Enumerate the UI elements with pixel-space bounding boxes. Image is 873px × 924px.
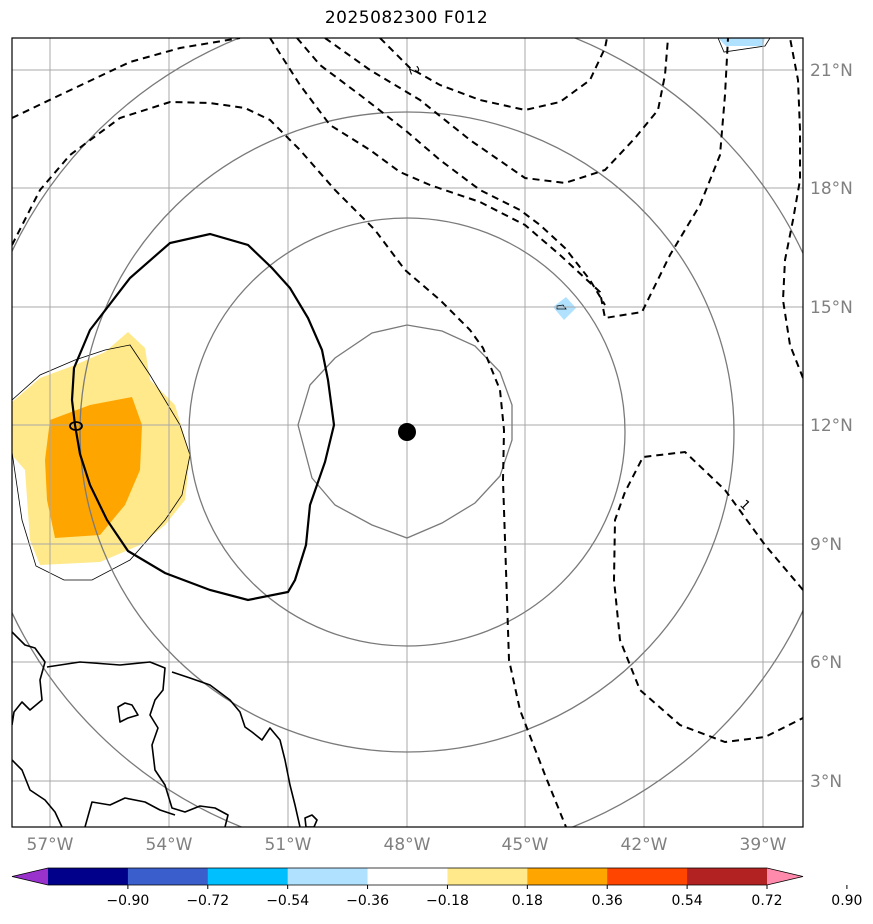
shade-orange [45,397,142,538]
colorbar-outline [11,867,804,886]
colorbar-segment [287,868,369,885]
thin-contour-small [556,304,567,310]
coastline [12,631,318,827]
colorbar-segment [48,868,129,885]
colorbar-tick-label: −0.72 [186,893,229,909]
colorbar-segment [447,868,528,885]
lon-label-48w: 48°W [384,835,431,855]
lon-label-54w: 54°W [146,835,193,855]
thin-contour-ne [717,38,771,53]
colorbar-tick-label: −0.18 [426,893,469,909]
dashed-contour-5 [269,38,729,320]
lon-label-39w: 39°W [740,835,787,855]
colorbar-tick-label: 0.18 [512,893,543,909]
lat-label-12n: 12°N [810,416,853,436]
range-rings [12,38,803,827]
range-ring-3 [79,111,735,753]
dashed-contours [12,38,803,827]
colorbar-tick-label: 0.54 [672,893,703,909]
colorbar-segment [207,868,289,885]
colorbar-tick-label: 0.36 [592,893,623,909]
contour-small-loop [69,421,83,431]
dashed-contour-2 [12,100,567,827]
range-ring-1 [297,324,513,539]
shade-light-blue-2 [553,297,576,320]
lon-label-42w: 42°W [621,835,668,855]
colorbar-tick-label: 0.72 [751,893,782,909]
shade-light-blue-1 [718,38,765,46]
lat-label-15n: 15°N [810,298,853,318]
dashed-contour-4 [379,38,608,112]
solid-contour [70,232,336,602]
lat-labels: 21°N 18°N 15°N 12°N 9°N 6°N 3°N [810,61,853,792]
lon-label-57w: 57°W [27,835,74,855]
range-ring-2 [188,217,626,647]
dashed-contour-3 [296,38,606,306]
colorbar-segment [527,868,608,885]
coastline-islet [304,814,318,827]
lon-label-45w: 45°W [502,835,549,855]
lat-label-9n: 9°N [810,535,842,555]
coastline-island [117,702,139,723]
colorbar-segment [607,868,688,885]
storm-center-marker [398,423,416,441]
lat-label-21n: 21°N [810,61,853,81]
colorbar-segment [127,868,209,885]
lon-label-51w: 51°W [265,835,312,855]
colorbar-tick-label: 0.90 [831,893,862,909]
dashed-contour-7 [781,38,803,379]
colorbar-tick-label: −0.54 [266,893,309,909]
colorbar-extend-high [767,868,803,885]
colorbar-tick-label: −0.36 [346,893,389,909]
lat-label-6n: 6°N [810,653,842,673]
colorbar-tick-label: −0.90 [106,893,149,909]
map-plot-area: 2 1 [12,38,803,827]
colorbar-extend-low [12,868,48,885]
colorbar-segment [687,868,768,885]
colorbar: −0.90 −0.72 −0.54 −0.36 −0.18 0.18 0.36 0.54 0.7… [11,867,862,909]
colorbar-segment [367,868,448,885]
dashed-contour-6 [324,38,669,185]
map-frame [11,37,804,828]
contour-label-1: 1 [736,497,752,513]
lat-label-18n: 18°N [810,179,853,199]
lon-labels: 57°W 54°W 51°W 48°W 45°W 42°W 39°W [27,835,787,855]
coastline-south-america [12,631,301,827]
lat-lon-grid [12,38,803,827]
dashed-contour-8 [612,450,803,744]
lat-label-3n: 3°N [810,772,842,792]
map-title: 2025082300 F012 [324,8,489,28]
